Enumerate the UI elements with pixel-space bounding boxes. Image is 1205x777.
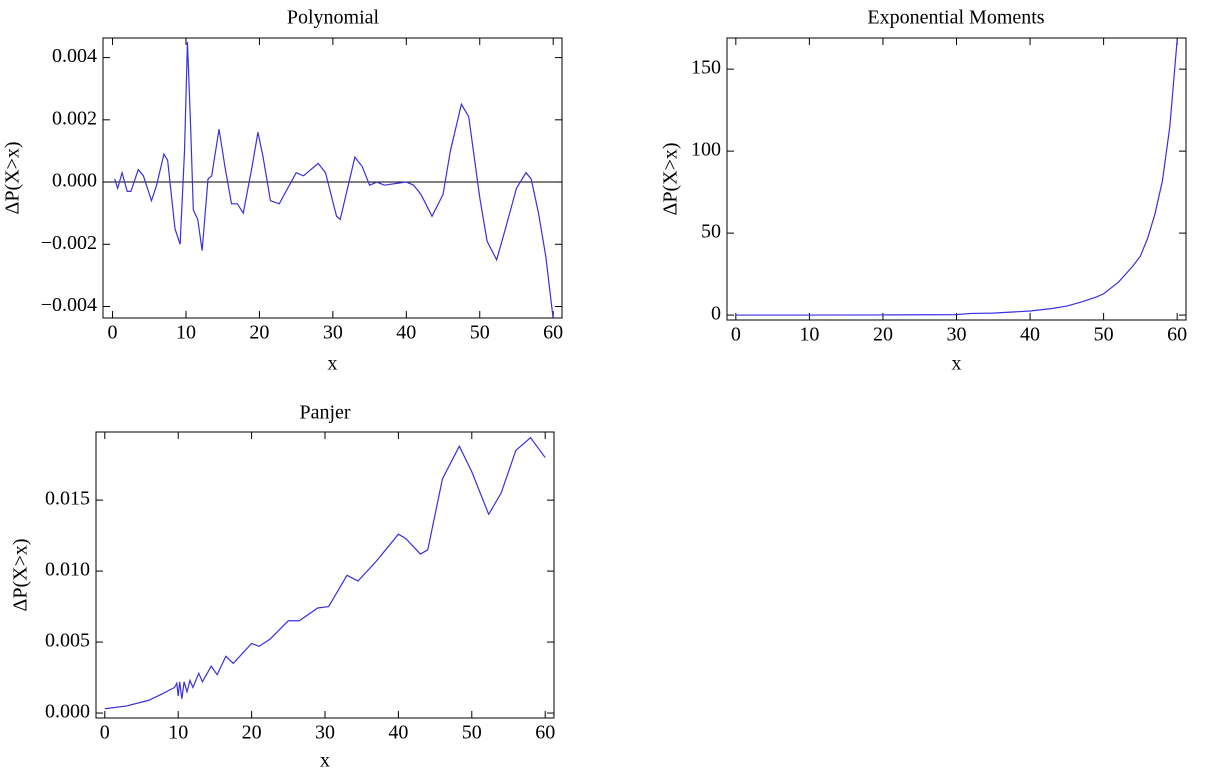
y-tick-label: 50 xyxy=(701,221,721,243)
x-tick-label: 60 xyxy=(535,722,555,744)
y-axis-label: ΔP(X>x) xyxy=(660,142,682,215)
x-axis-label: x xyxy=(328,353,338,375)
data-line xyxy=(114,42,554,318)
y-tick-label: 0 xyxy=(711,303,721,325)
x-tick-label: 30 xyxy=(947,324,967,346)
x-tick-label: 50 xyxy=(470,322,490,344)
x-axis-label: x xyxy=(320,750,330,772)
y-tick-label: 0.010 xyxy=(45,559,90,581)
x-tick-label: 50 xyxy=(1094,324,1114,346)
chart-title: Polynomial xyxy=(287,7,380,29)
y-tick-label: 0.000 xyxy=(45,701,90,723)
x-tick-label: 20 xyxy=(242,722,262,744)
x-tick-label: 30 xyxy=(315,722,335,744)
data-line xyxy=(735,39,1178,316)
x-tick-label: 40 xyxy=(388,722,408,744)
plot-frame xyxy=(102,37,563,319)
chart-title: Exponential Moments xyxy=(867,7,1044,29)
y-tick-label: −0.004 xyxy=(41,294,97,316)
x-tick-label: 60 xyxy=(543,322,563,344)
x-axis-label: x xyxy=(952,353,962,375)
y-tick-label: 0.015 xyxy=(45,488,90,510)
y-tick-label: −0.002 xyxy=(41,232,97,254)
y-tick-label: 0.005 xyxy=(45,630,90,652)
x-tick-label: 20 xyxy=(249,322,269,344)
x-tick-label: 10 xyxy=(799,324,819,346)
y-tick-label: 0.002 xyxy=(52,107,97,129)
x-tick-label: 10 xyxy=(168,722,188,744)
x-tick-label: 0 xyxy=(108,322,118,344)
x-tick-label: 50 xyxy=(462,722,482,744)
x-tick-label: 0 xyxy=(731,324,741,346)
x-tick-label: 0 xyxy=(100,722,110,744)
y-tick-label: 0.004 xyxy=(52,45,97,67)
x-tick-label: 30 xyxy=(323,322,343,344)
y-tick-label: 0.000 xyxy=(52,170,97,192)
plot-frame xyxy=(95,431,555,719)
x-tick-label: 60 xyxy=(1167,324,1187,346)
y-axis-label: ΔP(X>x) xyxy=(10,538,32,611)
chart-title: Panjer xyxy=(299,402,350,424)
x-tick-label: 40 xyxy=(396,322,416,344)
data-line xyxy=(104,436,546,710)
y-tick-label: 100 xyxy=(691,139,721,161)
x-tick-label: 20 xyxy=(873,324,893,346)
x-tick-label: 40 xyxy=(1020,324,1040,346)
x-tick-label: 10 xyxy=(176,322,196,344)
y-tick-label: 150 xyxy=(691,57,721,79)
y-axis-label: ΔP(X>x) xyxy=(2,141,24,214)
plot-frame xyxy=(726,37,1187,321)
